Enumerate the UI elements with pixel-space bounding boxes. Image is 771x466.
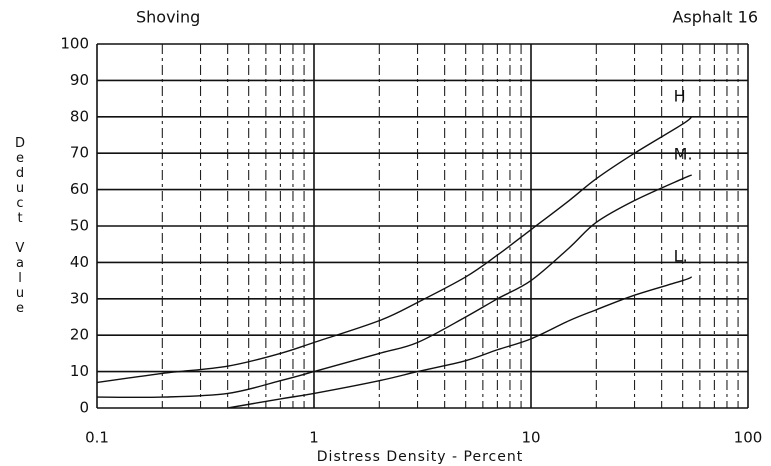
- y-tick-label: 20: [70, 326, 89, 344]
- y-tick-label: 100: [60, 35, 89, 53]
- curve: [96, 116, 693, 384]
- y-tick-label: 70: [70, 144, 89, 162]
- y-tick-label: 40: [70, 253, 89, 271]
- curve-label: M.: [674, 145, 693, 164]
- x-tick-label: 10: [521, 429, 540, 447]
- x-tick-label: 1: [309, 429, 319, 447]
- y-tick-label: 80: [70, 107, 89, 125]
- x-tick-label: 100: [734, 429, 763, 447]
- chart-title: Shoving: [136, 8, 200, 27]
- y-tick-label: 90: [70, 71, 89, 89]
- y-tick-label: 10: [70, 362, 89, 380]
- curve: [96, 174, 692, 399]
- y-tick-label: 30: [70, 289, 89, 307]
- y-tick-label: 50: [70, 217, 89, 235]
- x-axis-label: Distress Density - Percent: [317, 449, 523, 465]
- y-tick-label: 60: [70, 180, 89, 198]
- curve-label: H: [674, 86, 686, 105]
- y-axis-label: Deduct Value: [13, 136, 28, 316]
- x-tick-label: 0.1: [85, 429, 109, 447]
- curve: [227, 276, 692, 409]
- y-tick-label: 0: [79, 399, 89, 417]
- curve-label: L.: [674, 246, 688, 265]
- chart-subtitle: Asphalt 16: [672, 8, 758, 27]
